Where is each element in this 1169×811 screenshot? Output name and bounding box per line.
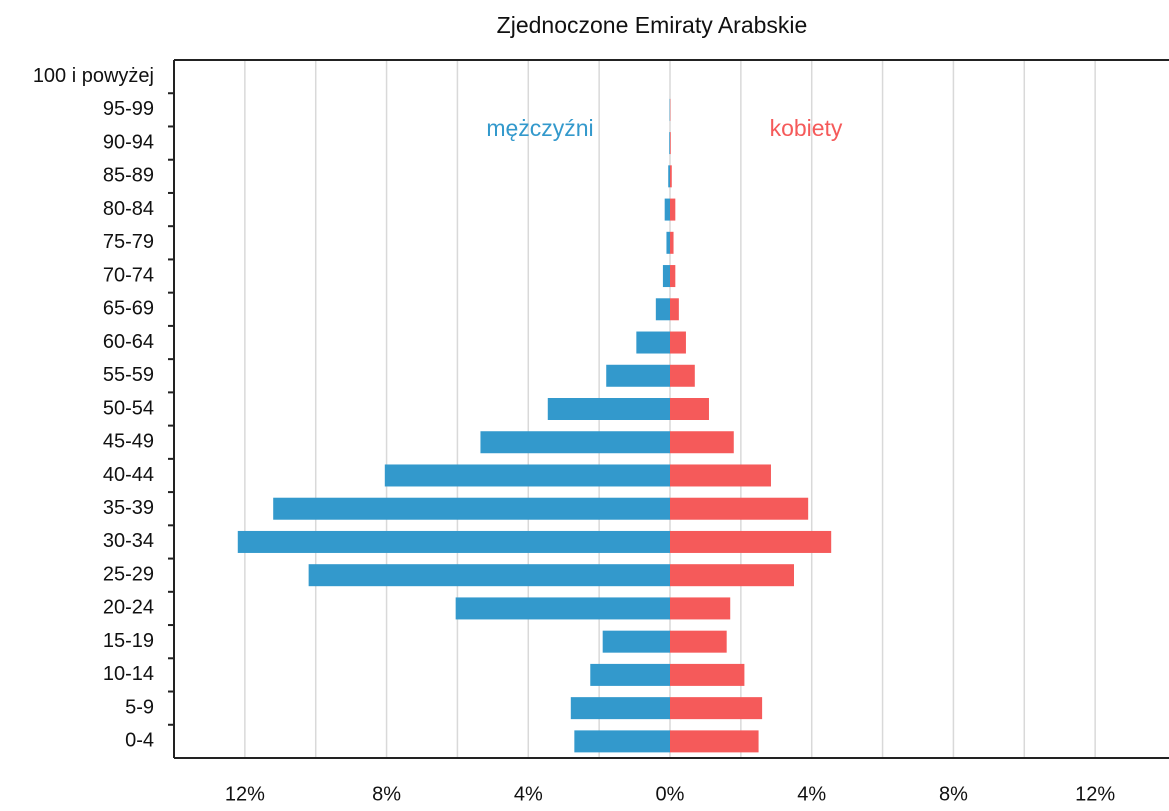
chart-title: Zjednoczone Emiraty Arabskie [497, 12, 808, 38]
bar [480, 431, 670, 454]
bar [237, 530, 670, 553]
y-tick-label: 85-89 [103, 165, 154, 187]
y-tick-label: 50-54 [103, 397, 154, 419]
y-tick-label: 5-9 [125, 696, 154, 718]
y-tick-label: 0-4 [125, 730, 154, 752]
bar [670, 597, 731, 620]
bar [664, 198, 670, 221]
bar [666, 231, 670, 254]
x-tick-label: 8% [939, 783, 968, 805]
y-tick-label: 20-24 [103, 597, 154, 619]
bar [547, 398, 670, 420]
y-tick-label: 75-79 [103, 231, 154, 253]
bar [670, 730, 759, 753]
bar [668, 165, 670, 188]
bar [308, 564, 670, 587]
bar [606, 364, 670, 387]
bar [384, 464, 670, 487]
legend-label: mężczyźni [486, 115, 593, 141]
bar [570, 697, 670, 720]
bar [670, 298, 679, 321]
bar [273, 497, 670, 520]
bar [670, 364, 695, 387]
bar [670, 497, 809, 520]
bar [670, 398, 709, 420]
x-tick-label: 12% [1075, 783, 1115, 805]
bar [662, 265, 670, 288]
bar [670, 530, 832, 553]
bar [670, 697, 763, 720]
y-tick-label: 60-64 [103, 331, 154, 353]
x-tick-label: 4% [514, 783, 543, 805]
bar [670, 132, 671, 155]
y-tick-label: 15-19 [103, 630, 154, 652]
y-tick-label: 70-74 [103, 264, 154, 286]
y-tick-label: 90-94 [103, 131, 154, 153]
bar [670, 464, 771, 487]
y-tick-label: 45-49 [103, 431, 154, 453]
bar [636, 331, 670, 354]
bar [574, 730, 670, 753]
bar [670, 231, 674, 254]
y-tick-label: 80-84 [103, 198, 154, 220]
y-tick-label: 10-14 [103, 663, 154, 685]
y-tick-label: 35-39 [103, 497, 154, 519]
bar [590, 663, 670, 686]
y-tick-label: 25-29 [103, 563, 154, 585]
bar [670, 431, 734, 454]
x-tick-label: 12% [225, 783, 265, 805]
bar [602, 630, 670, 653]
y-tick-label: 65-69 [103, 298, 154, 320]
y-tick-label: 30-34 [103, 530, 154, 552]
x-tick-label: 0% [656, 783, 685, 805]
y-tick-label: 55-59 [103, 364, 154, 386]
y-tick-label: 100 i powyżej [33, 65, 154, 87]
bar [670, 331, 686, 354]
bar [670, 165, 672, 188]
y-tick-label: 95-99 [103, 98, 154, 120]
bar [669, 132, 670, 155]
bar [670, 663, 745, 686]
x-tick-label: 8% [372, 783, 401, 805]
bar [670, 198, 676, 221]
bar [655, 298, 670, 321]
y-tick-label: 40-44 [103, 464, 154, 486]
x-tick-label: 4% [797, 783, 826, 805]
bar [670, 564, 794, 587]
bar [455, 597, 670, 620]
bar [670, 630, 727, 653]
bar [670, 265, 676, 288]
legend-label: kobiety [770, 115, 843, 141]
